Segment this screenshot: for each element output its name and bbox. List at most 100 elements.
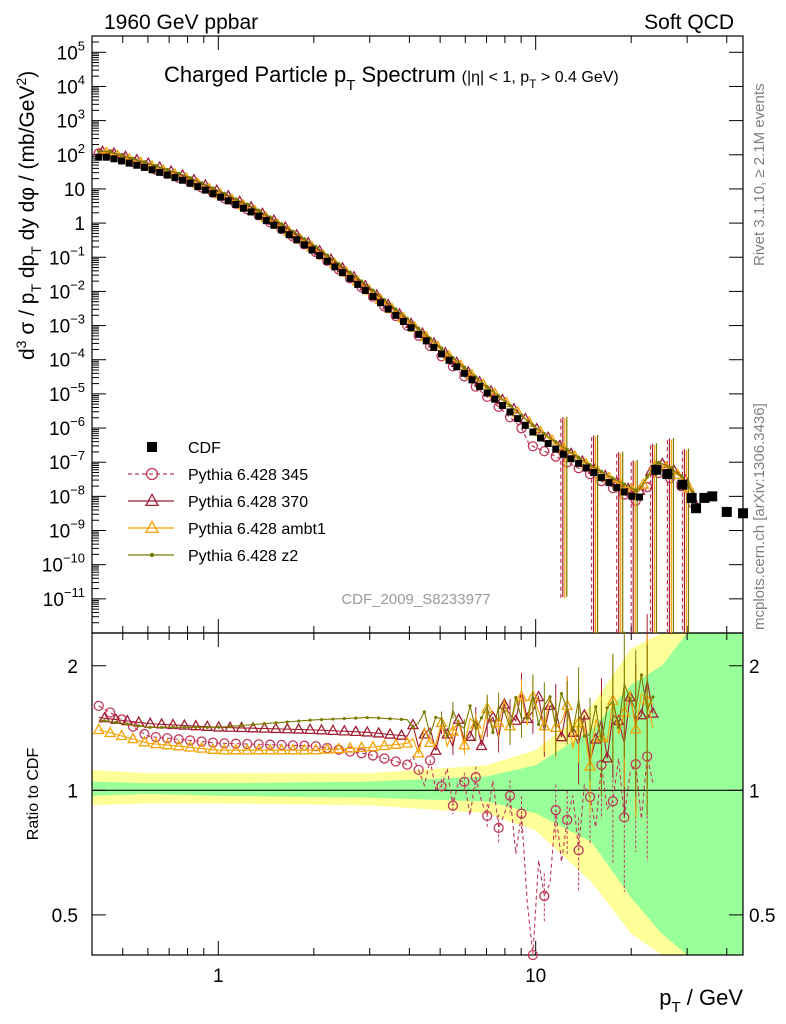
ratio-point [338,724,351,736]
cdf-point [707,491,718,502]
cdf-point [102,153,110,161]
ratio-point [246,721,260,733]
y-tick-label: 10−2 [49,277,85,303]
ratio-point [269,722,282,734]
cdf-point [323,257,331,265]
data-layer [92,144,748,961]
title-cut-tail: > 0.4 GeV) [536,69,618,86]
ratio-point [509,713,522,725]
ratio-point [92,723,105,735]
ratio-point [390,756,401,767]
cdf-point [140,163,148,171]
cdf-point [377,299,385,307]
cdf-point [552,445,560,453]
ratio-point [310,741,321,752]
cdf-point [677,479,688,490]
analysis-id: CDF_2009_S8233977 [341,591,490,608]
axes: 1 1010510410310210110−110−210−310−410−510… [42,35,775,987]
cdf-point [506,408,514,416]
legend-marker [145,467,159,481]
legend-item: Pythia 6.428 z2 [128,548,298,565]
ratio-point [161,738,174,750]
x-label-main: p [659,985,671,1010]
cdf-point [453,363,461,371]
cdf-point [445,356,453,364]
y-tick-label: 10−7 [49,448,85,474]
ratio-line [98,690,654,767]
legend-item: Pythia 6.428 370 [128,493,308,511]
series-point [188,175,192,180]
cdf-point [354,280,362,288]
cdf-point [179,176,187,184]
cdf-point [498,401,506,409]
ratio-point [333,744,344,755]
legend-label: CDF [188,440,221,457]
cdf-point [460,369,468,377]
ratio-line [98,705,654,956]
ratio-tick-label: 1 [67,781,78,802]
cdf-point [721,506,732,517]
cdf-point [620,488,628,496]
ratio-point [402,759,413,770]
ratio-point [361,725,374,737]
cdf-point [628,492,636,500]
ratio-point [372,726,385,738]
cdf-point [567,455,575,463]
ratio-point [326,723,340,735]
cdf-point [582,464,590,472]
series-point [485,385,490,389]
cdf-point [278,226,286,234]
series-point [500,396,513,408]
series-point [142,160,147,164]
cdf-point [407,324,415,332]
ratio-point [366,740,379,752]
ratio-point [275,743,288,755]
y-tick-label: 10−11 [43,585,85,611]
ratio-point [355,741,368,753]
cdf-point [422,337,430,345]
series-3 [96,149,695,633]
cdf-point [156,168,164,176]
cdf-point [686,492,697,503]
ratio-series-3 [98,631,655,816]
ratio-point [229,743,242,755]
ratio-point [309,743,322,755]
ratio-point [395,728,408,740]
ratio-point [235,721,248,733]
header-left: 1960 GeV ppbar [104,11,258,34]
ratio-point [401,736,414,748]
ratio-bands [92,633,743,955]
series-point [553,440,558,444]
legend-marker [149,552,155,558]
legend-label: Pythia 6.428 345 [188,467,308,484]
ratio-line [98,679,654,762]
cdf-point [300,241,308,249]
ratio-point [498,697,511,709]
legend-label: Pythia 6.428 370 [188,494,308,511]
chart-title: Charged Particle pT Spectrum (|η| < 1, pT… [164,62,619,94]
x-axis-label: pT / GeV [659,985,743,1016]
cdf-point [537,434,545,442]
ratio-point [441,727,454,739]
ratio-y-label: Ratio to CDF [25,748,42,841]
cdf-data [95,153,748,519]
series-point [233,194,246,206]
cdf-point [514,415,522,423]
legend-item: Pythia 6.428 345 [128,467,308,484]
title-tail: Spectrum [355,62,455,87]
cdf-point [651,464,662,475]
ratio-tick-label-right: 0.5 [749,906,775,927]
cdf-point [476,382,484,390]
series-point [668,466,672,470]
series-point [302,237,307,241]
ratio-point [562,814,573,826]
series-point [523,415,536,427]
series-point [108,150,112,154]
ratio-point [184,735,196,746]
y-tick-label: 103 [57,107,85,133]
legend-marker [144,493,160,507]
ratio-point [384,727,397,739]
cdf-point [605,479,613,487]
cdf-point [171,174,179,182]
cdf-point [738,508,748,519]
